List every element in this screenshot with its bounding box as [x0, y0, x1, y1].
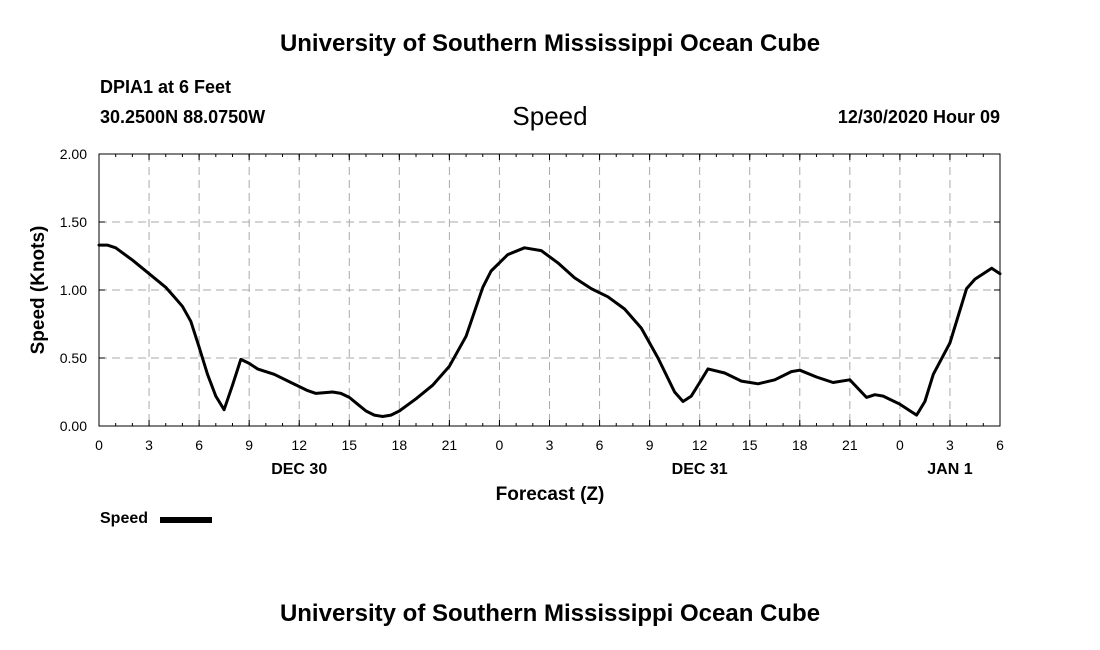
x-tick-labels: 0 3 6 9 12 15 18 21 0 3 6 9 12 15 18 21 0 3 6	[95, 437, 1004, 453]
x-tick-label: 21	[442, 437, 458, 453]
x-tick-label: 3	[946, 437, 954, 453]
x-tick-label: 15	[742, 437, 758, 453]
day-label: DEC 30	[271, 461, 327, 478]
y-tick-label: 0.00	[60, 418, 87, 434]
axis-ticks	[98, 153, 1001, 427]
x-axis-label: Forecast (Z)	[496, 484, 605, 505]
day-label: JAN 1	[927, 461, 972, 478]
legend-swatch	[160, 517, 212, 523]
x-tick-label: 15	[341, 437, 357, 453]
day-label: DEC 31	[672, 461, 728, 478]
y-tick-label: 2.00	[60, 146, 87, 162]
legend-label: Speed	[100, 510, 149, 527]
x-tick-label: 6	[996, 437, 1004, 453]
x-tick-label: 3	[546, 437, 554, 453]
chart-title: University of Southern Mississippi Ocean…	[279, 30, 821, 57]
x-tick-label: 9	[245, 437, 253, 453]
coordinates-label: 30.2500N 88.0750W	[100, 107, 266, 127]
y-axis-label: Speed (Knots)	[28, 226, 49, 355]
grid-lines	[99, 154, 1000, 426]
x-tick-label: 21	[842, 437, 858, 453]
y-tick-label: 1.50	[60, 214, 87, 230]
y-tick-label: 0.50	[60, 350, 87, 366]
x-tick-label: 18	[392, 437, 408, 453]
x-tick-label: 18	[792, 437, 808, 453]
x-tick-label: 6	[596, 437, 604, 453]
day-labels: DEC 30 DEC 31 JAN 1	[271, 461, 973, 478]
x-tick-label: 12	[692, 437, 708, 453]
station-label: DPIA1 at 6 Feet	[100, 77, 232, 97]
y-tick-labels: 0.00 0.50 1.00 1.50 2.00	[60, 146, 87, 434]
x-tick-label: 0	[896, 437, 904, 453]
x-tick-label: 6	[195, 437, 203, 453]
y-tick-label: 1.00	[60, 282, 87, 298]
speed-series-line	[97, 243, 1002, 418]
chart-subtitle: Speed	[512, 101, 588, 131]
x-tick-label: 0	[496, 437, 504, 453]
x-tick-label: 12	[291, 437, 307, 453]
footer-title: University of Southern Mississippi Ocean…	[279, 600, 821, 627]
x-tick-label: 9	[646, 437, 654, 453]
x-tick-label: 3	[145, 437, 153, 453]
x-tick-label: 0	[95, 437, 103, 453]
datetime-label: 12/30/2020 Hour 09	[837, 107, 1000, 127]
